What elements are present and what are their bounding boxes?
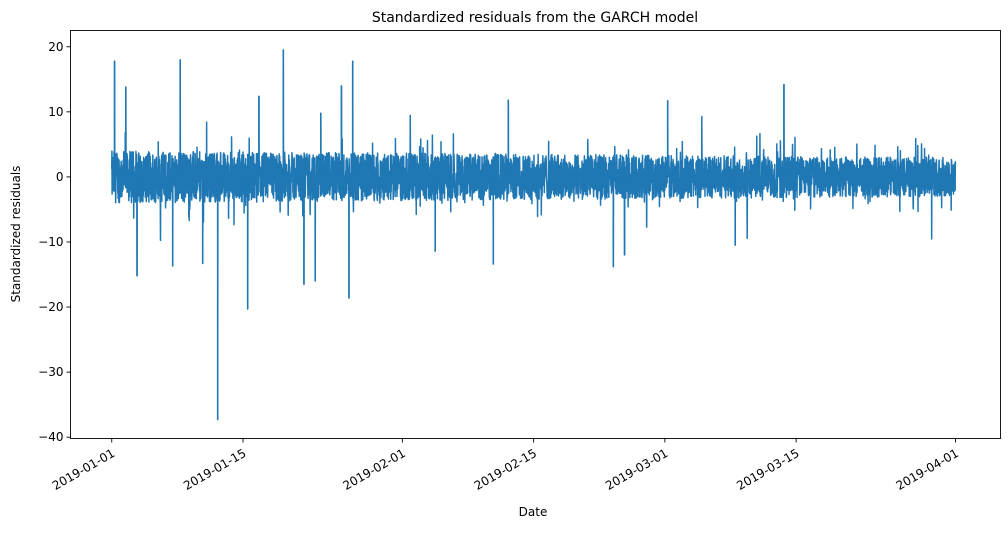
x-tick-label: 2019-03-01 <box>603 446 670 493</box>
x-tick-label: 2019-03-15 <box>734 446 801 493</box>
y-tick-label: 0 <box>56 170 64 184</box>
x-tick-label: 2019-02-01 <box>340 446 407 493</box>
y-tick-label: 20 <box>48 40 63 54</box>
x-axis-label: Date <box>519 505 548 519</box>
x-tick-label: 2019-02-15 <box>472 446 539 493</box>
x-tick-label: 2019-01-15 <box>181 446 248 493</box>
y-tick-label: −40 <box>38 430 63 444</box>
residuals-series-line <box>111 49 957 421</box>
chart-title: Standardized residuals from the GARCH mo… <box>372 10 698 26</box>
x-tick-label: 2019-04-01 <box>894 446 961 493</box>
y-tick-label: −10 <box>38 235 63 249</box>
y-tick-label: −30 <box>38 365 63 379</box>
y-tick-label: 10 <box>48 105 63 119</box>
plot-frame <box>70 30 1001 439</box>
y-tick-label: −20 <box>38 300 63 314</box>
x-tick-label: 2019-01-01 <box>50 446 117 493</box>
y-axis-label: Standardized residuals <box>9 166 23 303</box>
